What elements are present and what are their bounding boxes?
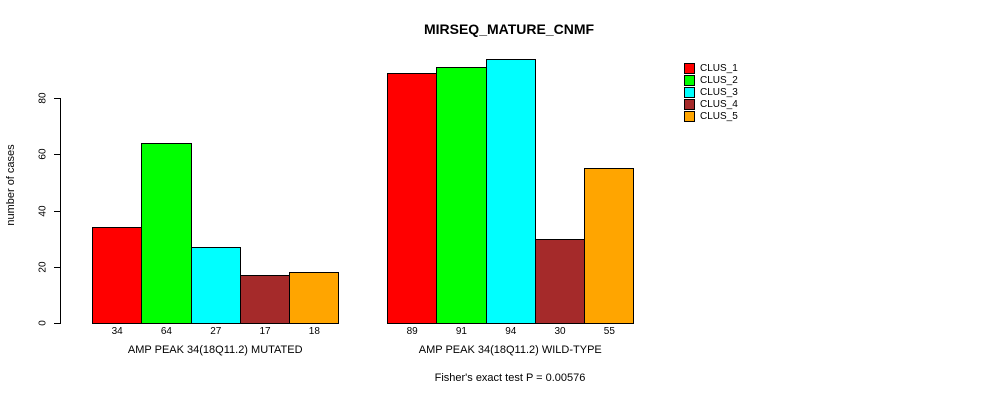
y-tick-label: 20 [37,261,49,273]
y-tick-mark [54,266,60,268]
bar-clus_1 [92,227,143,324]
y-axis-label: number of cases [5,144,17,226]
legend-swatch-clus_1 [684,63,695,74]
bar-clus_3 [485,58,536,324]
bar-clus_5 [584,168,635,324]
y-tick-mark [54,154,60,156]
bar-clus_3 [190,247,241,324]
legend-label: CLUS_5 [700,111,738,122]
y-tick-label: 60 [37,148,49,160]
group-x-label: AMP PEAK 34(18Q11.2) WILD-TYPE [418,344,602,356]
bar-value-label: 55 [603,326,615,337]
legend-label: CLUS_1 [700,63,738,74]
legend-swatch-clus_4 [684,99,695,110]
bar-value-label: 18 [308,326,320,337]
bar-clus_4 [534,238,586,324]
legend-label: CLUS_3 [700,87,738,98]
chart-title: MIRSEQ_MATURE_CNMF [423,21,595,37]
bar-clus_2 [141,143,192,324]
y-tick-label: 40 [37,204,49,217]
bar-value-label: 30 [554,326,566,337]
y-tick-label: 0 [37,320,49,326]
fisher-test-annotation: Fisher's exact test P = 0.00576 [434,372,586,384]
legend-swatch-clus_2 [684,75,695,86]
bar-value-label: 94 [505,326,517,337]
y-tick-mark [54,323,60,324]
bar-value-label: 91 [455,326,467,337]
bar-clus_4 [239,275,291,324]
group-x-label: AMP PEAK 34(18Q11.2) MUTATED [127,344,303,356]
bar-clus_2 [436,67,487,324]
y-tick-mark [54,98,60,99]
bar-value-label: 17 [259,326,271,337]
bar-value-label: 64 [160,326,172,337]
y-tick-mark [54,210,60,212]
y-axis-line [60,98,61,324]
y-tick-label: 80 [37,92,49,104]
legend-label: CLUS_2 [700,75,738,86]
legend-swatch-clus_3 [684,87,695,98]
bar-clus_1 [387,72,438,324]
bar-value-label: 27 [210,326,222,337]
legend-swatch-clus_5 [684,111,695,122]
bar-value-label: 89 [406,326,418,337]
bar-value-label: 34 [111,326,123,337]
legend-label: CLUS_4 [700,99,738,110]
bar-clus_5 [289,272,340,324]
